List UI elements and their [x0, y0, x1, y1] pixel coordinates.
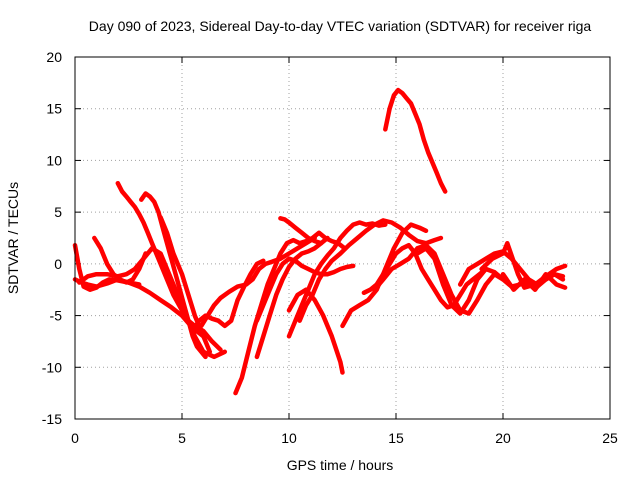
y-tick-label: -10	[42, 359, 62, 375]
data-series-arc-12	[254, 256, 356, 323]
data-series-arc-16	[297, 218, 444, 323]
y-tick-label: 0	[54, 256, 62, 272]
x-axis-label: GPS time / hours	[287, 457, 394, 473]
data-series-arc-4	[92, 235, 148, 285]
x-tick-label: 0	[71, 430, 79, 446]
x-tick-label: 25	[602, 430, 618, 446]
y-tick-label: 5	[54, 204, 62, 220]
data-series-arc-15	[286, 287, 345, 375]
data-series-arc-20	[383, 87, 448, 194]
y-tick-label: 10	[46, 152, 62, 168]
data-series-arc-24	[500, 271, 568, 292]
plot-frame	[74, 56, 611, 420]
grid	[75, 57, 610, 419]
data-series-arc-18	[361, 242, 489, 310]
data-series-arc-13	[278, 216, 324, 246]
y-tick-label: -15	[42, 411, 62, 427]
data-series-arc-7	[158, 215, 213, 355]
data-series-arc-23	[479, 240, 568, 290]
y-tick-label: 15	[46, 101, 62, 117]
y-tick-label: -5	[50, 308, 63, 324]
data-series-arc-9	[190, 258, 266, 334]
x-tick-label: 20	[495, 430, 511, 446]
x-tick-label: 5	[178, 430, 186, 446]
data-series-arc-14	[286, 220, 388, 339]
y-axis-label: SDTVAR / TECUs	[5, 182, 21, 294]
data-series-arc-8	[199, 235, 317, 329]
data-series-arc-6	[139, 191, 208, 360]
data-series-arc-19	[372, 242, 506, 316]
y-tick-label: 20	[46, 49, 62, 65]
chart-title: Day 090 of 2023, Sidereal Day-to-day VTE…	[89, 18, 592, 34]
data-series	[72, 87, 568, 396]
data-series-arc-11	[254, 235, 330, 360]
x-tick-label: 10	[281, 430, 297, 446]
x-tick-label: 15	[388, 430, 404, 446]
